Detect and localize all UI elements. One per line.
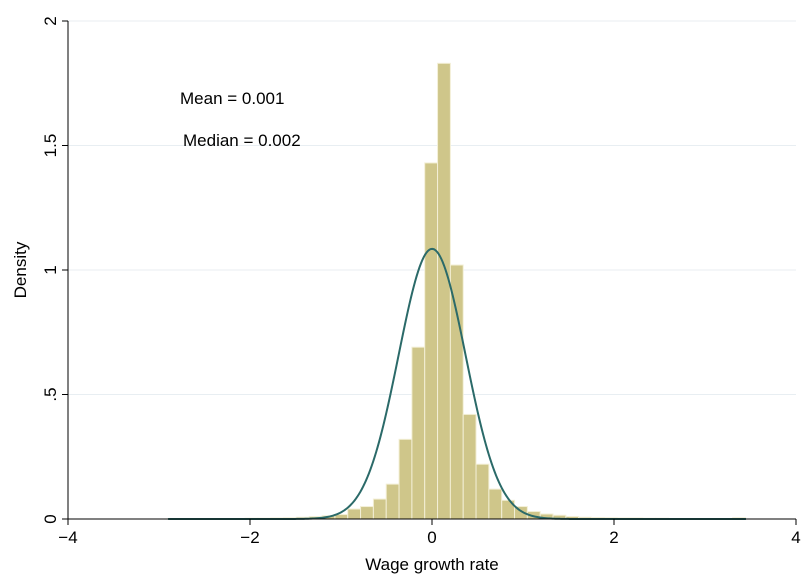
histogram-bar (449, 264, 464, 520)
x-axis-ticks: −4 −2 0 2 4 (58, 519, 801, 547)
x-tick-label: 4 (791, 528, 800, 547)
histogram-bar (385, 483, 400, 520)
x-tick-label: 2 (609, 528, 618, 547)
mean-annotation: Mean = 0.001 (180, 89, 284, 108)
histogram-bar (424, 162, 439, 520)
x-axis-title: Wage growth rate (365, 555, 499, 574)
y-tick-label: 0 (41, 514, 60, 523)
histogram-bar (475, 463, 490, 520)
y-tick-label: 1 (41, 265, 60, 274)
histogram-bar (372, 498, 387, 520)
histogram-bar (437, 62, 451, 520)
x-tick-label: −2 (240, 528, 259, 547)
histogram-bar (462, 413, 477, 520)
y-tick-label: .5 (41, 387, 60, 401)
y-axis-title: Density (11, 241, 30, 298)
histogram-bar (488, 488, 503, 520)
x-tick-label: 0 (427, 528, 436, 547)
y-axis-ticks: 0 .5 1 1.5 2 (41, 16, 68, 524)
histogram-bar (398, 438, 413, 520)
histogram-bar (360, 506, 374, 520)
x-tick-label: −4 (58, 528, 77, 547)
histogram-bar (411, 346, 426, 520)
y-tick-label: 1.5 (41, 134, 60, 158)
median-annotation: Median = 0.002 (183, 131, 301, 150)
y-tick-label: 2 (41, 16, 60, 25)
histogram-bar (347, 508, 362, 520)
